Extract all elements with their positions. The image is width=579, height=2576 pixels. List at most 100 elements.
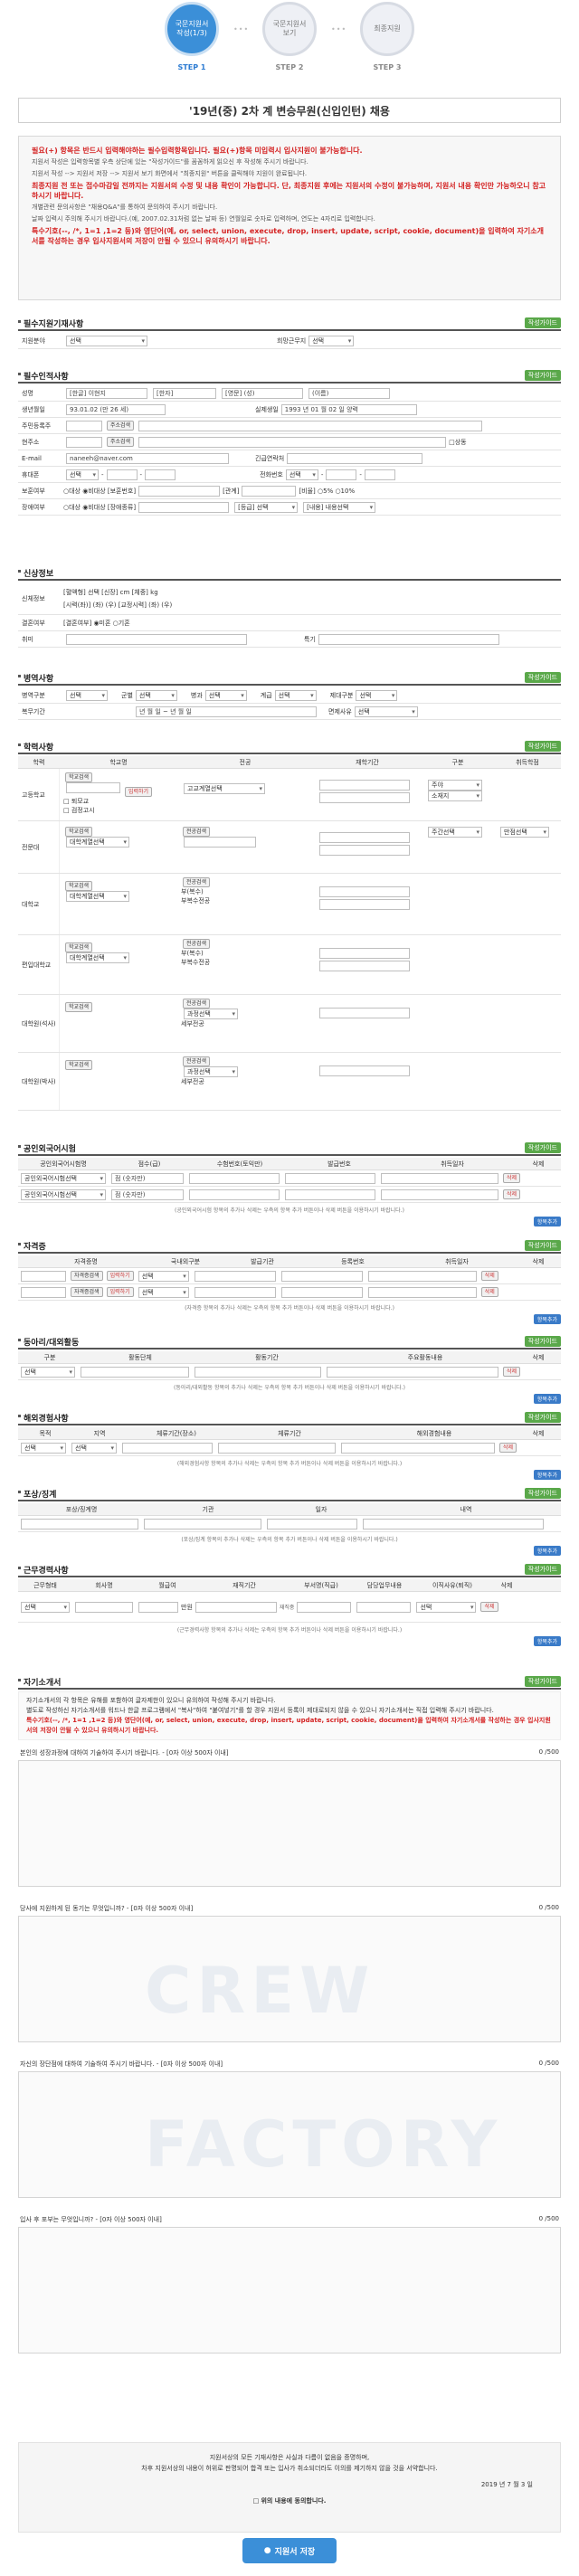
career-reason-select[interactable]: 선택 <box>416 1601 477 1613</box>
course-select[interactable]: 과정선택 <box>184 1066 238 1077</box>
career-dept-input[interactable] <box>297 1601 352 1613</box>
same-checkbox[interactable]: □ <box>449 438 455 446</box>
marital-options[interactable]: [결혼여부] ◉미혼 ○기혼 <box>63 619 130 627</box>
name-hanja-input[interactable]: [한자] <box>153 387 216 399</box>
add-item-button[interactable]: 항목추가 <box>533 1217 561 1226</box>
cert-domestic-select[interactable]: 선택 <box>138 1270 189 1282</box>
status-select[interactable]: 주간선택 <box>428 827 482 838</box>
zip-input[interactable] <box>66 436 102 448</box>
major-select[interactable]: 대학계열선택 <box>66 891 129 902</box>
hobby-input[interactable] <box>66 633 247 645</box>
lang-issue-no-input[interactable] <box>285 1172 375 1184</box>
real-birth-input[interactable]: 1993 년 01 월 02 일 양력 <box>280 403 417 415</box>
cert-date-input[interactable] <box>367 1286 477 1298</box>
id-address-input[interactable] <box>138 420 483 431</box>
veteran-rate-options[interactable]: [비율] ○5% ○10% <box>299 487 356 495</box>
cert-reg-input[interactable] <box>280 1270 363 1282</box>
apply-field-select[interactable]: 선택 <box>66 335 147 346</box>
major-select[interactable]: 대학계열선택 <box>66 837 129 848</box>
mil-exempt-select[interactable]: 선택 <box>354 706 418 717</box>
delete-button[interactable]: 삭제 <box>503 1367 521 1377</box>
add-item-button[interactable]: 항목추가 <box>533 1546 561 1556</box>
major-search-button[interactable]: 전공검색 <box>183 877 211 887</box>
period-input[interactable] <box>319 961 410 971</box>
edu-opt1[interactable]: □ 퇴모교 <box>63 798 90 805</box>
essay-answer-1[interactable] <box>18 1760 561 1887</box>
address-search-button[interactable]: 주소검색 <box>107 421 135 431</box>
emergency-input[interactable] <box>287 452 423 464</box>
period-input[interactable] <box>319 832 410 843</box>
period-input[interactable] <box>319 1008 410 1018</box>
phone-end-input[interactable] <box>364 469 395 480</box>
phone-prefix-select[interactable]: 선택 <box>285 469 318 480</box>
delete-button[interactable]: 삭제 <box>503 1173 521 1183</box>
status-select[interactable]: 소재지 <box>428 791 482 801</box>
status-select[interactable]: 주야 <box>428 780 482 791</box>
add-item-button[interactable]: 항목추가 <box>533 1470 561 1480</box>
period-input[interactable] <box>319 899 410 910</box>
cert-issuer-input[interactable] <box>194 1286 276 1298</box>
abroad-region-select[interactable]: 선택 <box>71 1442 117 1454</box>
major-input[interactable] <box>184 837 256 848</box>
mobile-mid-input[interactable] <box>106 469 138 480</box>
guide-button[interactable]: 작성가이드 <box>524 1142 561 1153</box>
essay-answer-2[interactable] <box>18 1916 561 2042</box>
mil-period-input[interactable]: 년 월 일 ~ 년 월 일 <box>136 706 317 717</box>
cert-name-input[interactable] <box>21 1270 66 1282</box>
mil-rank-select[interactable]: 선택 <box>274 689 317 701</box>
veteran-options[interactable]: ○대상 ◉비대상 [보훈번호] <box>63 487 137 495</box>
cert-issuer-input[interactable] <box>194 1270 276 1282</box>
major-select[interactable]: 고교계열선택 <box>184 783 265 794</box>
lang-date-input[interactable] <box>381 1189 498 1200</box>
special-input[interactable] <box>318 633 499 645</box>
lang-exam-no-input[interactable] <box>189 1189 280 1200</box>
address-search-button[interactable]: 주소검색 <box>107 437 135 447</box>
award-date-input[interactable] <box>267 1518 357 1530</box>
award-name-input[interactable] <box>21 1518 138 1530</box>
save-application-button[interactable]: ● 지원서 저장 <box>242 2538 337 2563</box>
period-input[interactable] <box>319 792 410 803</box>
birth-input[interactable]: 93.01.02 (만 26 세) <box>66 403 166 415</box>
period-input[interactable] <box>319 886 410 897</box>
club-type-select[interactable]: 선택 <box>21 1366 75 1378</box>
disabled-type-input[interactable] <box>138 501 230 513</box>
cert-search-button[interactable]: 자격증검색 <box>71 1287 103 1297</box>
abroad-place-input[interactable] <box>122 1442 213 1454</box>
name-kor-input[interactable]: [한글] 이현지 <box>66 387 147 399</box>
delete-button[interactable]: 삭제 <box>480 1287 498 1297</box>
career-company-input[interactable] <box>75 1601 133 1613</box>
club-content-input[interactable] <box>327 1366 498 1378</box>
guide-button[interactable]: 작성가이드 <box>524 1676 561 1687</box>
add-item-button[interactable]: 항목추가 <box>533 1314 561 1324</box>
delete-button[interactable]: 삭제 <box>480 1271 498 1281</box>
guide-button[interactable]: 작성가이드 <box>524 1488 561 1499</box>
lang-test-select[interactable]: 공인외국어시험선택 <box>21 1172 106 1184</box>
phone-mid-input[interactable] <box>326 469 357 480</box>
mobile-end-input[interactable] <box>145 469 176 480</box>
career-salary-input[interactable] <box>138 1601 178 1613</box>
lang-score-input[interactable]: 점 (숫자만) <box>111 1172 184 1184</box>
award-org-input[interactable] <box>144 1518 261 1530</box>
major-select[interactable]: 대학계열선택 <box>66 952 129 963</box>
career-type-select[interactable]: 선택 <box>21 1601 70 1613</box>
body-line-1[interactable]: [혈액형] 선택 [신장] cm [체중] kg <box>63 588 158 596</box>
email-input[interactable]: naneeh@naver.com <box>66 452 229 464</box>
zip-input[interactable] <box>66 420 102 431</box>
career-duty-input[interactable] <box>356 1601 412 1613</box>
course-select[interactable]: 과정선택 <box>184 1009 238 1019</box>
guide-button[interactable]: 작성가이드 <box>524 1336 561 1347</box>
major-search-button[interactable]: 전공검색 <box>183 939 211 949</box>
lang-score-input[interactable]: 점 (숫자만) <box>111 1189 184 1200</box>
essay-answer-4[interactable] <box>18 2227 561 2353</box>
mobile-prefix-select[interactable]: 선택 <box>66 469 99 480</box>
guide-button[interactable]: 작성가이드 <box>524 317 561 328</box>
guide-button[interactable]: 작성가이드 <box>524 370 561 381</box>
career-period-input[interactable] <box>195 1601 277 1613</box>
input-button[interactable]: 입력하기 <box>125 787 153 797</box>
major-search-button[interactable]: 전공검색 <box>183 827 211 837</box>
school-search-button[interactable]: 학교검색 <box>65 942 93 952</box>
body-line-2[interactable]: [시력(좌)] (좌) (우) [교정시력] (좌) (우) <box>63 601 173 609</box>
lang-test-select[interactable]: 공인외국어시험선택 <box>21 1189 106 1200</box>
guide-button[interactable]: 작성가이드 <box>524 672 561 683</box>
award-detail-input[interactable] <box>363 1518 544 1530</box>
